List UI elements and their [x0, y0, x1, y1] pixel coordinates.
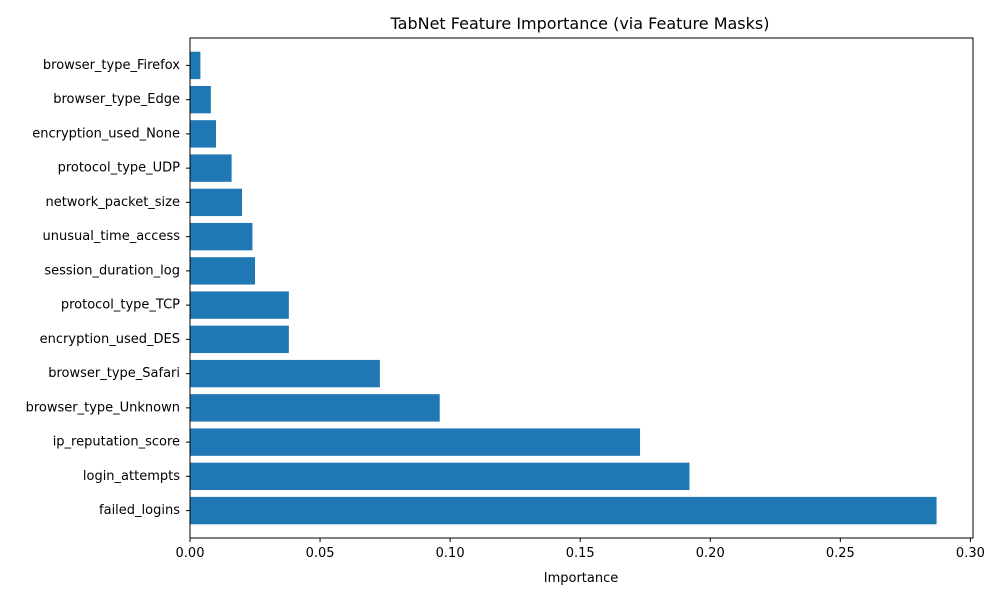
plot-area: [189, 37, 974, 539]
bars-group: [190, 51, 937, 525]
x-tick-label: 0.00: [176, 546, 205, 561]
x-tick-label: 0.20: [696, 546, 725, 561]
bar-failed_logins: [190, 496, 937, 525]
bar-encryption_used_DES: [190, 325, 289, 354]
bar-protocol_type_UDP: [190, 154, 232, 182]
x-tick-label: 0.10: [436, 546, 465, 561]
y-tick-label: protocol_type_TCP: [61, 298, 180, 313]
bar-browser_type_Edge: [190, 85, 211, 114]
x-tick-label: 0.30: [956, 546, 985, 561]
x-tick-label: 0.25: [826, 546, 855, 561]
x-axis-ticks: 0.00 0.05 0.10 0.15 0.20 0.25 0.30: [176, 538, 985, 561]
plot-frame: [189, 37, 974, 539]
y-tick-label: browser_type_Edge: [53, 92, 180, 107]
bar-ip_reputation_score: [190, 428, 641, 456]
bar-network_packet_size: [190, 188, 243, 217]
bar-browser_type_Safari: [190, 359, 380, 388]
y-tick-label: protocol_type_UDP: [58, 161, 181, 176]
y-tick-label: browser_type_Unknown: [26, 400, 180, 415]
x-axis-label: Importance: [544, 571, 619, 586]
bar-login_attempts: [190, 462, 690, 491]
bar-browser_type_Firefox: [190, 51, 201, 80]
y-tick-label: encryption_used_None: [32, 126, 180, 141]
y-tick-label: failed_logins: [99, 503, 180, 518]
y-tick-label: login_attempts: [83, 469, 180, 484]
y-tick-label: session_duration_log: [44, 263, 180, 278]
y-axis-ticks: failed_logins login_attempts ip_reputation…: [26, 58, 190, 518]
y-tick-label: encryption_used_DES: [40, 332, 180, 347]
bar-browser_type_Unknown: [190, 394, 440, 422]
y-tick-label: ip_reputation_score: [53, 435, 180, 450]
bar-encryption_used_None: [190, 120, 217, 148]
bar-session_duration_log: [190, 257, 256, 285]
x-tick-label: 0.05: [306, 546, 335, 561]
bar-unusual_time_access: [190, 222, 253, 251]
y-tick-label: browser_type_Firefox: [43, 58, 180, 73]
y-tick-label: browser_type_Safari: [48, 366, 180, 381]
y-tick-label: unusual_time_access: [43, 229, 181, 244]
bar-protocol_type_TCP: [190, 291, 289, 319]
y-tick-label: network_packet_size: [45, 195, 180, 210]
x-tick-label: 0.15: [566, 546, 595, 561]
chart-title: TabNet Feature Importance (via Feature M…: [390, 14, 770, 33]
